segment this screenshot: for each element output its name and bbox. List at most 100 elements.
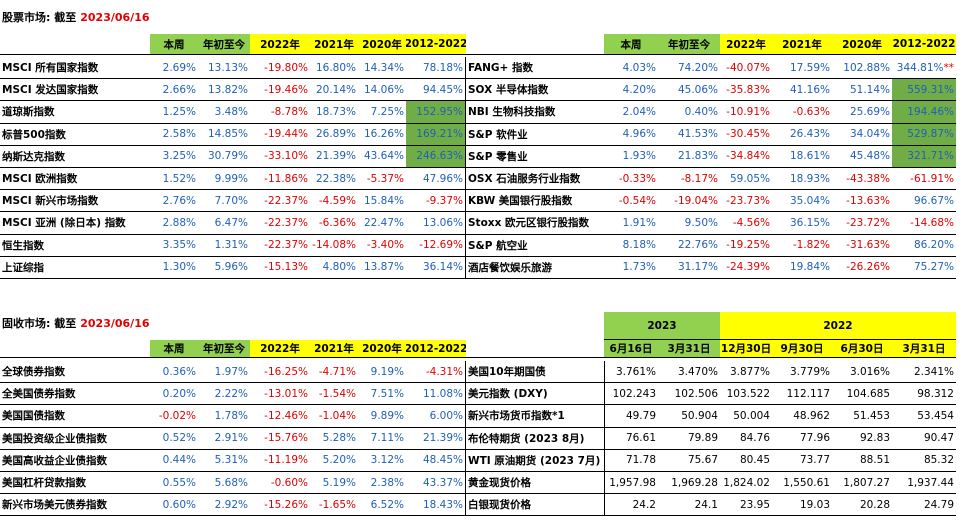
equity-left-value[interactable]: 1.25% xyxy=(150,101,198,124)
equity-right-value[interactable]: 26.43% xyxy=(772,124,832,146)
fi-right-value[interactable]: 50.904 xyxy=(658,405,720,428)
fi-right-value[interactable]: 92.83 xyxy=(832,428,892,450)
fi-right-value[interactable]: 23.95 xyxy=(720,494,772,517)
equity-right-name[interactable]: SOX 半导体指数 xyxy=(466,79,604,102)
fi-left-value[interactable]: 5.68% xyxy=(198,472,250,495)
fi-left-name[interactable]: 全球债券指数 xyxy=(0,361,150,384)
equity-left-value[interactable]: 94.45% xyxy=(406,79,466,102)
fi-right-value[interactable]: 20.28 xyxy=(832,494,892,517)
fi-left-value[interactable]: 0.52% xyxy=(150,428,198,450)
fi-right-value[interactable]: 50.004 xyxy=(720,405,772,428)
fi-left-value[interactable]: -4.31% xyxy=(406,361,466,384)
equity-right-name[interactable]: NBI 生物科技指数 xyxy=(466,101,604,124)
header-blank[interactable] xyxy=(466,34,604,55)
equity-right-value[interactable]: 17.59% xyxy=(772,57,832,80)
equity-right-value[interactable]: -43.38% xyxy=(832,168,892,191)
fi-right-value[interactable]: 88.51 xyxy=(832,450,892,472)
fi-left-value[interactable]: 5.28% xyxy=(310,428,358,450)
equity-left-value[interactable]: 7.25% xyxy=(358,101,406,124)
equity-left-name[interactable]: MSCI 欧洲指数 xyxy=(0,168,150,191)
equity-left-value[interactable]: 246.63% xyxy=(406,145,466,168)
equity-right-value[interactable]: -19.04% xyxy=(658,190,720,213)
equity-left-name[interactable]: MSCI 新兴市场指数 xyxy=(0,190,150,213)
fi-right-value[interactable]: 19.03 xyxy=(772,494,832,517)
equity-left-value[interactable]: -19.44% xyxy=(250,124,310,146)
equity-left-header-3[interactable]: 2021年 xyxy=(310,34,358,55)
fi-left-value[interactable]: -12.46% xyxy=(250,405,310,428)
equity-right-value[interactable]: 102.88% xyxy=(832,57,892,80)
fi-left-value[interactable]: 11.08% xyxy=(406,383,466,406)
equity-right-value[interactable]: 4.96% xyxy=(604,124,658,146)
equity-right-value[interactable]: 21.83% xyxy=(658,146,720,168)
equity-right-value[interactable]: 34.04% xyxy=(832,124,892,146)
equity-left-value[interactable]: 152.95% xyxy=(406,101,466,124)
equity-left-value[interactable]: -3.40% xyxy=(358,235,406,257)
fi-left-value[interactable]: 5.19% xyxy=(310,472,358,495)
equity-left-value[interactable]: 4.80% xyxy=(310,257,358,279)
equity-right-value[interactable]: -31.63% xyxy=(832,235,892,257)
fi-right-header-0[interactable]: 6月16日 xyxy=(604,340,658,358)
fi-right-value[interactable]: 98.312 xyxy=(892,383,956,406)
equity-left-value[interactable]: 3.25% xyxy=(150,146,198,168)
equity-right-value[interactable]: -0.33% xyxy=(604,168,658,191)
equity-left-value[interactable]: 3.35% xyxy=(150,235,198,257)
equity-right-value[interactable]: 31.17% xyxy=(658,257,720,279)
equity-left-name[interactable]: 标普500指数 xyxy=(0,124,150,146)
equity-right-value[interactable]: 45.06% xyxy=(658,79,720,102)
fi-left-value[interactable]: -15.26% xyxy=(250,494,310,517)
fi-right-value[interactable]: 2.341% xyxy=(892,361,956,384)
fi-left-value[interactable]: 7.11% xyxy=(358,428,406,450)
equity-left-name[interactable]: 恒生指数 xyxy=(0,235,150,257)
fi-left-header-5[interactable]: 2012-2022 xyxy=(406,340,466,358)
equity-right-header-0[interactable]: 本周 xyxy=(604,34,658,55)
equity-right-name[interactable]: S&P 零售业 xyxy=(466,146,604,168)
fi-left-name[interactable]: 美国国债指数 xyxy=(0,405,150,428)
equity-right-value[interactable]: -19.25% xyxy=(720,235,772,257)
equity-left-name[interactable]: 上证综指 xyxy=(0,257,150,279)
fi-left-value[interactable]: 7.51% xyxy=(358,383,406,406)
fi-group-header-2023[interactable]: 2023 xyxy=(604,312,720,340)
fi-left-value[interactable]: 2.22% xyxy=(198,383,250,406)
fi-right-value[interactable]: 102.506 xyxy=(658,383,720,406)
equity-right-value[interactable]: 344.81% ** xyxy=(892,57,956,80)
header-blank[interactable] xyxy=(0,34,150,55)
equity-right-value[interactable]: -34.84% xyxy=(720,146,772,168)
fi-right-value[interactable]: 90.47 xyxy=(892,428,956,450)
equity-left-value[interactable]: 13.87% xyxy=(358,257,406,279)
fi-left-header-3[interactable]: 2021年 xyxy=(310,340,358,358)
equity-left-value[interactable]: 1.30% xyxy=(150,257,198,279)
equity-right-value[interactable]: -26.26% xyxy=(832,257,892,279)
equity-right-value[interactable]: -40.07% xyxy=(720,57,772,80)
fi-left-value[interactable]: 18.43% xyxy=(406,494,466,517)
equity-left-value[interactable]: 21.39% xyxy=(310,146,358,168)
fi-right-name[interactable]: 黄金现货价格 xyxy=(466,472,604,495)
equity-right-value[interactable]: 59.05% xyxy=(720,168,772,191)
equity-left-value[interactable]: -8.78% xyxy=(250,101,310,124)
fi-left-value[interactable]: 6.00% xyxy=(406,405,466,428)
fi-right-value[interactable]: 1,969.28 xyxy=(658,472,720,495)
fi-left-name[interactable]: 美国高收益企业债指数 xyxy=(0,450,150,472)
fi-right-value[interactable]: 76.61 xyxy=(604,427,658,450)
equity-right-value[interactable]: -10.91% xyxy=(720,101,772,124)
fi-right-value[interactable]: 3.016% xyxy=(832,361,892,384)
equity-right-value[interactable]: 1.73% xyxy=(604,257,658,279)
fi-right-value[interactable]: 53.454 xyxy=(892,405,956,428)
equity-left-value[interactable]: 20.14% xyxy=(310,79,358,102)
equity-right-value[interactable]: -0.63% xyxy=(772,101,832,124)
equity-right-value[interactable]: 9.50% xyxy=(658,212,720,235)
fi-left-value[interactable]: 1.78% xyxy=(198,405,250,428)
fi-left-name[interactable]: 全美国债券指数 xyxy=(0,383,150,406)
fi-right-value[interactable]: 79.89 xyxy=(658,428,720,450)
fi-right-header-1[interactable]: 3月31日 xyxy=(658,340,720,358)
fi-right-value[interactable]: 24.79 xyxy=(892,494,956,517)
equity-right-value[interactable]: 45.48% xyxy=(832,146,892,168)
equity-right-value[interactable]: 74.20% xyxy=(658,57,720,80)
equity-left-value[interactable]: -22.37% xyxy=(250,190,310,213)
equity-left-name[interactable]: 道琼斯指数 xyxy=(0,101,150,124)
equity-right-header-4[interactable]: 2020年 xyxy=(832,34,892,55)
fi-left-value[interactable]: 2.38% xyxy=(358,472,406,495)
equity-left-value[interactable]: 13.82% xyxy=(198,79,250,102)
equity-right-name[interactable]: 酒店餐饮娱乐旅游 xyxy=(466,257,604,279)
equity-right-value[interactable]: 19.84% xyxy=(772,257,832,279)
equity-right-value[interactable]: 86.20% xyxy=(892,235,956,257)
